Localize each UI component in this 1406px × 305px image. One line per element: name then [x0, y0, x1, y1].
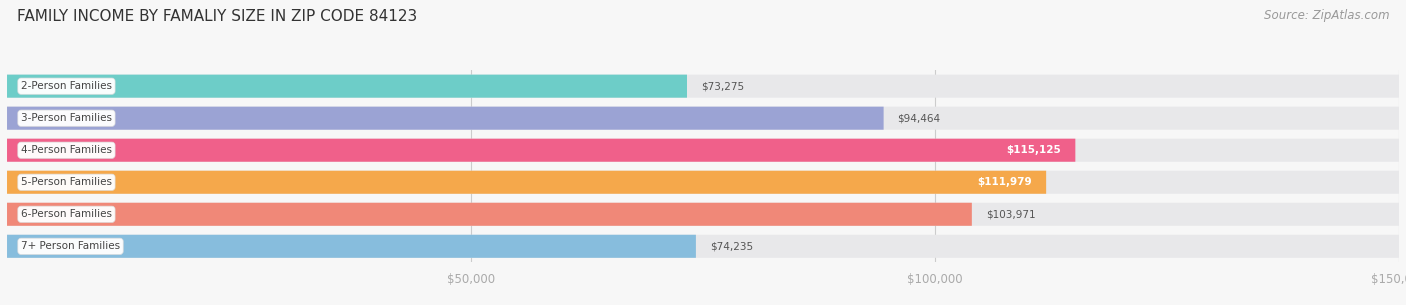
- FancyBboxPatch shape: [7, 235, 696, 258]
- Text: 6-Person Families: 6-Person Families: [21, 209, 112, 219]
- Text: 4-Person Families: 4-Person Families: [21, 145, 112, 155]
- Text: FAMILY INCOME BY FAMALIY SIZE IN ZIP CODE 84123: FAMILY INCOME BY FAMALIY SIZE IN ZIP COD…: [17, 9, 418, 24]
- Text: 2-Person Families: 2-Person Families: [21, 81, 112, 91]
- Text: 3-Person Families: 3-Person Families: [21, 113, 112, 123]
- FancyBboxPatch shape: [7, 171, 1399, 194]
- Text: $73,275: $73,275: [702, 81, 744, 91]
- FancyBboxPatch shape: [7, 235, 1399, 258]
- Text: 5-Person Families: 5-Person Families: [21, 177, 112, 187]
- Text: $115,125: $115,125: [1007, 145, 1062, 155]
- FancyBboxPatch shape: [7, 203, 1399, 226]
- Text: $111,979: $111,979: [977, 177, 1032, 187]
- FancyBboxPatch shape: [7, 171, 1046, 194]
- FancyBboxPatch shape: [7, 107, 1399, 130]
- Text: $74,235: $74,235: [710, 241, 754, 251]
- FancyBboxPatch shape: [7, 203, 972, 226]
- FancyBboxPatch shape: [7, 75, 1399, 98]
- Text: 7+ Person Families: 7+ Person Families: [21, 241, 120, 251]
- FancyBboxPatch shape: [7, 139, 1076, 162]
- FancyBboxPatch shape: [7, 75, 688, 98]
- Text: $94,464: $94,464: [897, 113, 941, 123]
- Text: Source: ZipAtlas.com: Source: ZipAtlas.com: [1264, 9, 1389, 22]
- FancyBboxPatch shape: [7, 107, 883, 130]
- Text: $103,971: $103,971: [986, 209, 1035, 219]
- FancyBboxPatch shape: [7, 139, 1399, 162]
